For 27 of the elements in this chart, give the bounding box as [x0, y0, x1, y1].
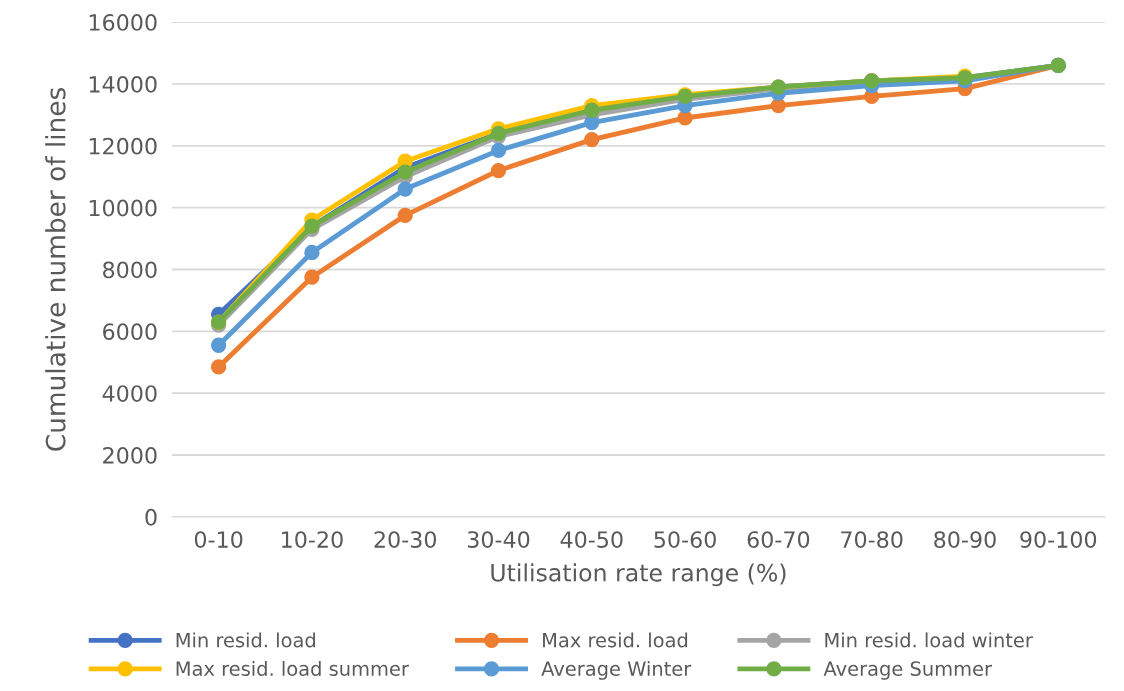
x-axis-title: Utilisation rate range (%): [491, 563, 786, 587]
y-tick-label: 10000: [89, 199, 157, 217]
x-tick-label: 0-10: [194, 531, 243, 548]
legend-label: Min resid. load: [176, 632, 315, 648]
x-tick-label: 20-30: [374, 531, 437, 548]
legend-label: Max resid. load summer: [176, 660, 409, 676]
x-tick-label: 10-20: [282, 531, 343, 548]
legend-label: Average Summer: [823, 661, 993, 680]
x-tick-label: 80-90: [934, 531, 996, 548]
y-tick-label: 4000: [102, 385, 157, 402]
x-tick-label: 40-50: [560, 531, 623, 548]
y-tick-label: 14000: [89, 75, 157, 93]
x-tick-label: 30-40: [467, 531, 530, 548]
y-tick-label: 0: [145, 508, 157, 526]
x-tick-label: 70-80: [841, 531, 903, 548]
y-tick-label: 12000: [89, 137, 157, 155]
y-axis-title: Cumulative number of lines: [45, 87, 66, 451]
legend-label: Max resid. load: [543, 632, 688, 648]
y-tick-label: 16000: [89, 14, 157, 31]
y-tick-label: 2000: [103, 446, 157, 464]
x-tick-label: 60-70: [747, 531, 810, 548]
y-tick-label: 8000: [103, 261, 157, 279]
legend-label: Min resid. load winter: [825, 632, 1033, 648]
legend-label: Average Winter: [541, 660, 692, 680]
x-tick-label: 90-100: [1020, 531, 1097, 548]
x-tick-label: 50-60: [654, 531, 716, 548]
y-tick-label: 6000: [103, 323, 157, 341]
